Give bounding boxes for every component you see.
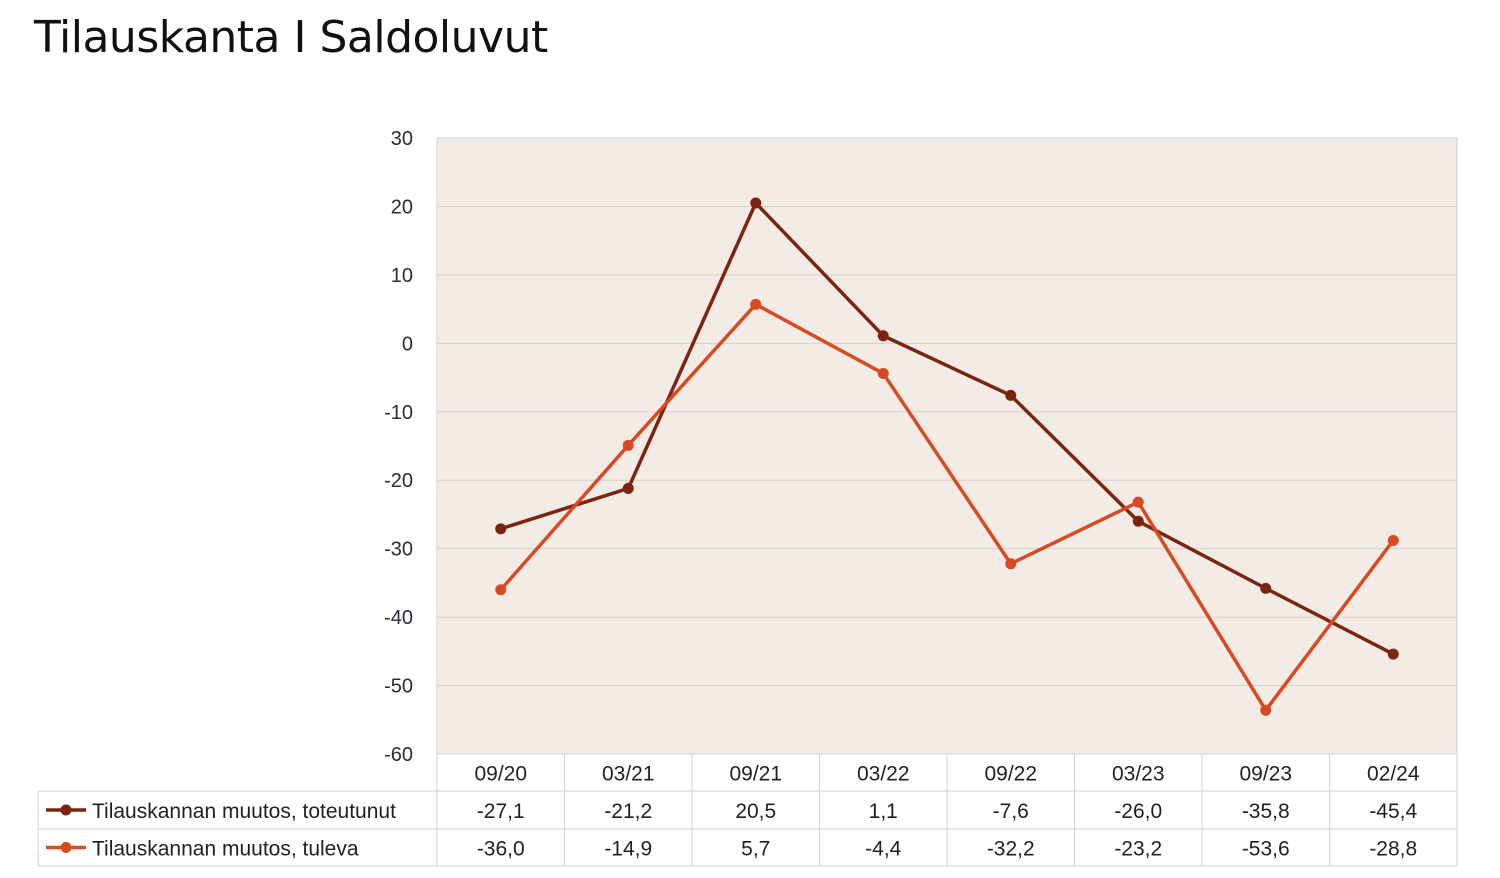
data-point-s1-09/20 [495,523,507,535]
data-point-s1-09/21 [750,197,762,209]
x-tick-label: 09/23 [1239,763,1292,786]
data-point-s1-09/22 [1005,389,1017,401]
chart-title: Tilauskanta I Saldoluvut [34,12,548,63]
data-point-s1-03/23 [1132,515,1144,527]
data-point-s2-03/23 [1132,496,1144,508]
x-tick-label: 03/21 [602,763,655,786]
data-label-s1-03/21: -21,2 [604,800,652,823]
y-tick-label: 20 [391,196,413,218]
legend-marker-1 [60,804,72,816]
data-label-s1-02/24: -45,4 [1369,800,1417,823]
y-tick-label: -40 [384,607,413,629]
series-line-2 [499,302,1395,712]
legend-label-1: Tilauskannan muutos, toteutunut [92,800,396,823]
y-tick-label: -30 [384,539,413,561]
data-label-s1-03/22: 1,1 [869,800,898,823]
data-point-s2-09/20 [495,584,507,596]
data-label-s2-09/22: -32,2 [987,838,1035,861]
legend-label-2: Tilauskannan muutos, tuleva [92,838,359,861]
y-tick-label: -20 [384,470,413,492]
y-tick-label: -60 [384,744,413,766]
series-line-1 [499,201,1395,656]
data-point-s1-03/22 [877,330,889,342]
plot-area [437,138,1457,754]
data-label-s1-09/20: -27,1 [477,800,525,823]
data-point-s2-02/24 [1387,534,1399,546]
data-point-s1-03/21 [622,482,634,494]
data-label-s1-09/23: -35,8 [1242,800,1290,823]
y-tick-label: 0 [402,333,413,355]
data-point-s2-03/22 [877,367,889,379]
data-point-s1-09/23 [1260,582,1272,594]
x-tick-label: 02/24 [1367,763,1420,786]
data-label-s2-09/21: 5,7 [741,838,770,861]
data-label-s2-03/23: -23,2 [1114,838,1162,861]
data-point-s2-09/21 [750,298,762,310]
data-label-s2-03/22: -4,4 [865,838,902,861]
data-point-s2-09/22 [1005,558,1017,570]
x-tick-label: 03/22 [857,763,910,786]
data-label-s2-03/21: -14,9 [604,838,652,861]
data-label-s1-03/23: -26,0 [1114,800,1162,823]
data-point-s2-09/23 [1260,704,1272,716]
x-tick-label: 03/23 [1112,763,1165,786]
data-point-s2-03/21 [622,439,634,451]
data-label-s2-02/24: -28,8 [1369,838,1417,861]
x-tick-label: 09/22 [984,763,1037,786]
x-tick-label: 09/20 [474,763,527,786]
data-label-s2-09/23: -53,6 [1242,838,1290,861]
data-point-s1-02/24 [1387,648,1399,660]
y-tick-label: -10 [384,402,413,424]
data-label-s1-09/22: -7,6 [993,800,1029,823]
y-tick-label: -50 [384,676,413,698]
data-label-s2-09/20: -36,0 [477,838,525,861]
legend-marker-2 [60,842,72,853]
data-label-s1-09/21: 20,5 [735,800,776,823]
y-tick-label: 30 [391,128,413,150]
y-tick-label: 10 [391,265,413,287]
x-tick-label: 09/21 [729,763,782,786]
